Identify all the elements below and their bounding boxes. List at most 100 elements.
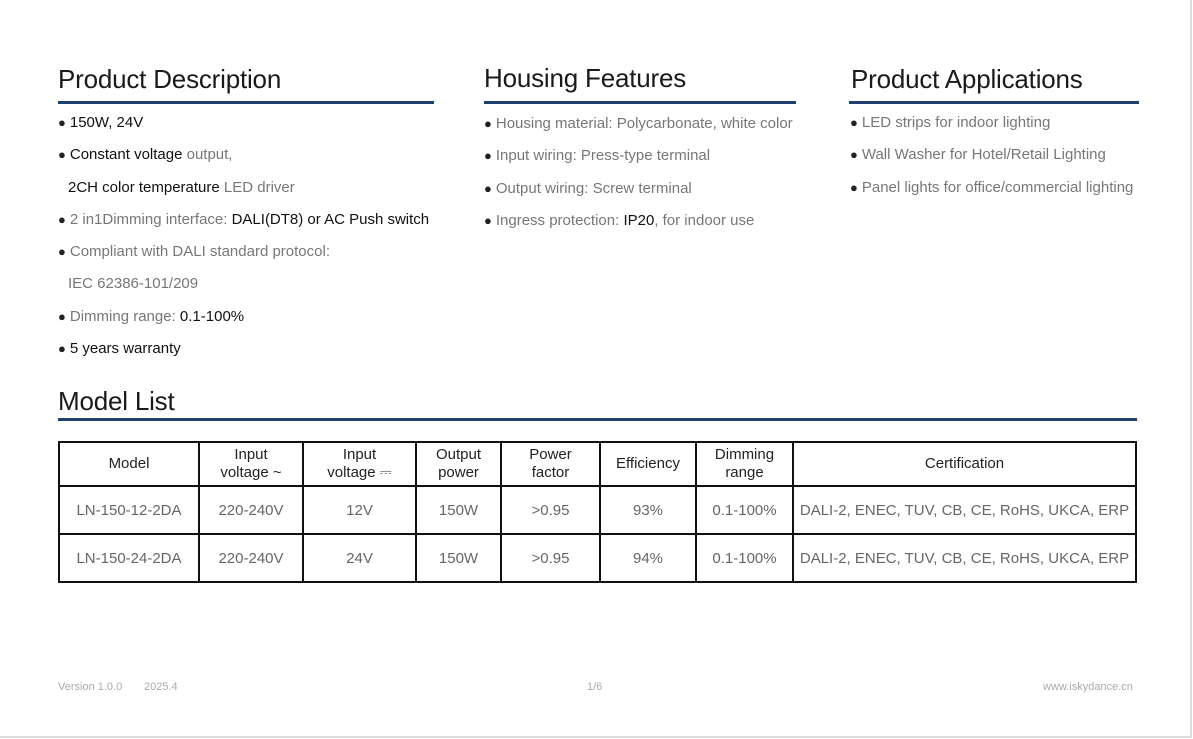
column-header: Efficiency — [599, 441, 697, 487]
product-applications-heading: Product Applications — [851, 64, 1083, 94]
model-table: Model Input voltage ~ Input voltage ⎓ Output p… — [58, 441, 1137, 583]
table-row: LN-150-12-2DA 220-240V 12V 150W >0.95 93% 0.1-… — [58, 485, 1137, 535]
table-cell: 150W — [415, 485, 502, 535]
emphasis-text: 0.1-100% — [179, 307, 245, 325]
model-list-heading: Model List — [58, 386, 175, 416]
table-cell: >0.95 — [500, 533, 601, 583]
list-item: 2CH color temperature LED driver — [58, 178, 429, 210]
table-cell: 150W — [415, 533, 502, 583]
bullet-icon: ● — [58, 147, 66, 163]
list-item: ● 2 in1Dimming interface: DALI(DT8) or AC… — [58, 210, 429, 242]
body-text: Input wiring: Press-type terminal — [495, 147, 711, 165]
emphasis-text: 2CH color temperature — [68, 178, 220, 196]
body-text: IEC 62386-101/209 — [68, 275, 199, 293]
website-link[interactable]: www.iskydance.cn — [1043, 681, 1133, 693]
list-item: ● Input wiring: Press-type terminal — [484, 146, 793, 178]
column-header-text: voltage ~ — [220, 464, 282, 481]
housing-features-list: ● Housing material: Polycarbonate, white … — [484, 114, 793, 243]
table-cell: 0.1-100% — [695, 533, 794, 583]
list-item: ● Dimming range: 0.1-100% — [58, 307, 429, 339]
column-header-text: range — [725, 464, 764, 481]
version-label: Version 1.0.0 — [58, 681, 123, 693]
column-header-text: Input — [234, 446, 268, 463]
table-header-row: Model Input voltage ~ Input voltage ⎓ Output p… — [58, 441, 1137, 487]
heading-rule — [58, 418, 1137, 421]
bullet-icon: ● — [58, 115, 66, 130]
column-header-text: Model — [108, 455, 150, 472]
list-item: ● Constant voltage output, — [58, 145, 429, 177]
table-cell: 12V — [302, 485, 417, 535]
product-description-list: ● 150W, 24V ● Constant voltage output, 2CH c… — [58, 113, 429, 371]
heading-rule — [849, 101, 1139, 104]
emphasis-text: IP20 — [623, 211, 655, 229]
list-item: ● Compliant with DALI standard protocol: — [58, 242, 429, 274]
bullet-icon: ● — [484, 148, 492, 164]
column-header-text: Power — [529, 446, 572, 463]
table-cell: DALI-2, ENEC, TUV, CB, CE, RoHS, UKCA, E… — [792, 485, 1137, 535]
body-text: LED driver — [219, 178, 295, 196]
column-header: Input voltage ~ — [198, 441, 304, 487]
list-item: ● 150W, 24V — [58, 113, 429, 145]
column-header-text: Dimming — [714, 446, 775, 463]
body-text: Compliant with DALI standard protocol: — [69, 243, 330, 261]
column-header-text: voltage ⎓ — [327, 464, 392, 481]
heading-rule — [58, 101, 434, 104]
emphasis-text: DALI(DT8) or AC Push switch — [231, 210, 430, 228]
body-text: output, — [182, 146, 233, 164]
bullet-icon: ● — [58, 308, 66, 324]
list-item: ● Wall Washer for Hotel/Retail Lighting — [850, 145, 1133, 177]
product-description-heading: Product Description — [58, 64, 282, 94]
bullet-icon: ● — [484, 116, 492, 131]
table-cell: 220-240V — [198, 533, 304, 583]
column-header: Dimming range — [695, 441, 794, 487]
housing-features-heading: Housing Features — [484, 63, 687, 93]
heading-rule — [484, 101, 796, 104]
bullet-icon: ● — [484, 180, 492, 196]
body-text: Dimming range: — [69, 307, 180, 325]
emphasis-text: 5 years warranty — [69, 340, 181, 358]
column-header-text: Certification — [924, 455, 1005, 472]
body-text: Housing material: Polycarbonate, white c… — [495, 115, 793, 132]
list-item: ● Housing material: Polycarbonate, white … — [484, 114, 793, 146]
bullet-icon: ● — [850, 115, 858, 130]
bullet-icon: ● — [58, 341, 66, 357]
table-cell: LN-150-24-2DA — [58, 533, 200, 583]
body-text: Wall Washer for Hotel/Retail Lighting — [861, 146, 1106, 164]
column-header: Input voltage ⎓ — [302, 441, 417, 487]
body-text: LED strips for indoor lighting — [861, 114, 1051, 131]
bullet-icon: ● — [58, 244, 66, 260]
table-row: LN-150-24-2DA 220-240V 24V 150W >0.95 94% 0.1-… — [58, 533, 1137, 583]
column-header: Model — [58, 441, 200, 487]
column-header: Output power — [415, 441, 502, 487]
list-item: ● Output wiring: Screw terminal — [484, 179, 793, 211]
body-text: Panel lights for office/commercial light… — [861, 178, 1134, 196]
column-header-text: Efficiency — [616, 455, 680, 472]
column-header: Certification — [792, 441, 1137, 487]
list-item: ● 5 years warranty — [58, 339, 429, 371]
body-text: Ingress protection: — [495, 211, 624, 229]
column-header-text: Input — [342, 446, 377, 463]
date-label: 2025.4 — [144, 681, 178, 693]
table-cell: 220-240V — [198, 485, 304, 535]
table-cell: 0.1-100% — [695, 485, 794, 535]
bullet-icon: ● — [850, 147, 858, 163]
table-cell: >0.95 — [500, 485, 601, 535]
bullet-icon: ● — [850, 179, 858, 195]
body-text: 2 in1Dimming interface: — [69, 210, 232, 228]
column-header-text: factor — [531, 464, 570, 481]
table-cell: 93% — [599, 485, 697, 535]
emphasis-text: Constant voltage — [69, 146, 183, 164]
bullet-icon: ● — [58, 211, 66, 227]
list-item: ● Panel lights for office/commercial ligh… — [850, 178, 1133, 210]
column-header-text: power — [438, 464, 479, 481]
page-number: 1/6 — [587, 681, 603, 693]
bullet-icon: ● — [484, 212, 492, 228]
column-header: Power factor — [500, 441, 601, 487]
product-applications-list: ● LED strips for indoor lighting ● Wall Was… — [850, 113, 1133, 210]
list-item: ● LED strips for indoor lighting — [850, 113, 1133, 145]
emphasis-text: 150W, 24V — [69, 114, 144, 131]
body-text: , for indoor use — [654, 211, 755, 229]
list-item: IEC 62386-101/209 — [58, 274, 429, 306]
column-header-text: Output — [435, 446, 482, 463]
